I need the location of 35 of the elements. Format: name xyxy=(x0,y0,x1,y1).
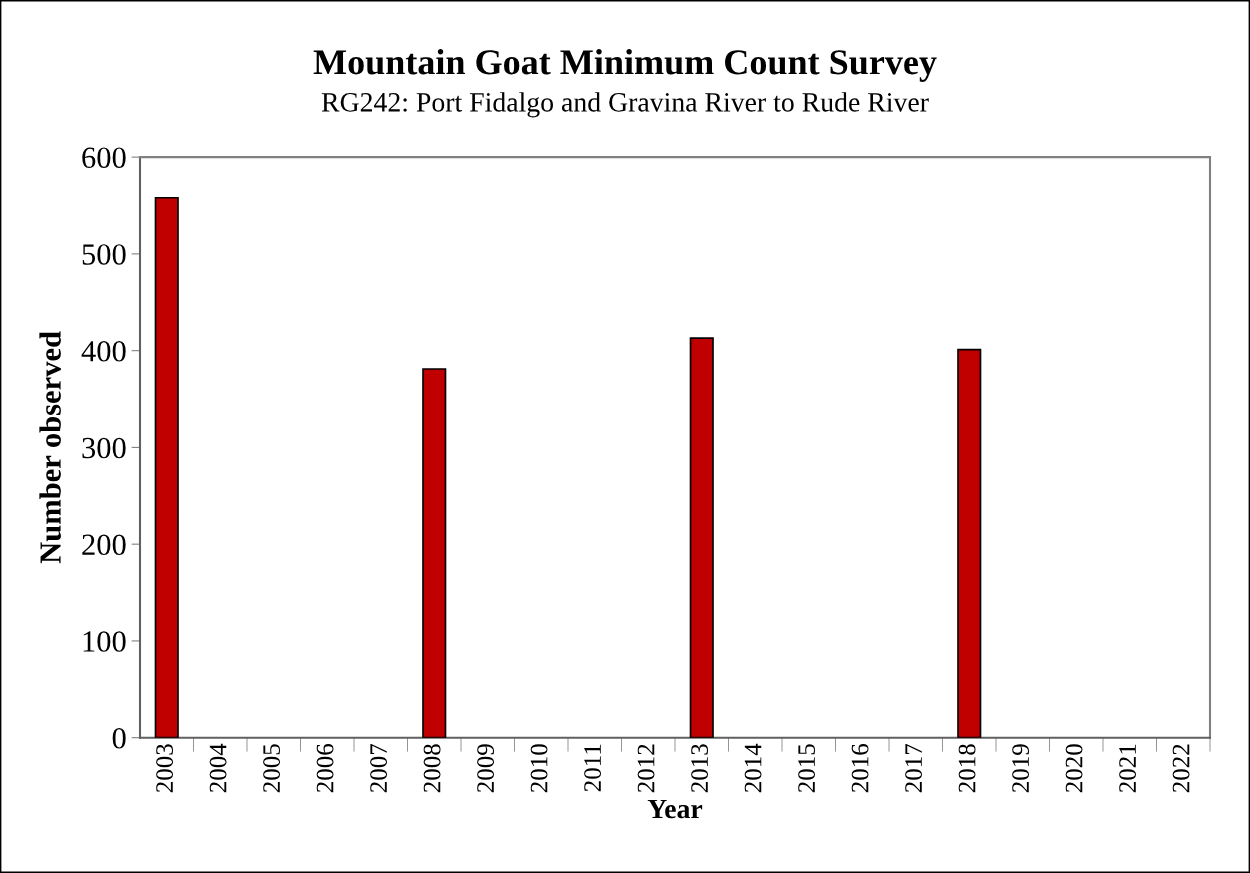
x-tick-label: 2005 xyxy=(263,744,281,793)
x-tick-label: 2017 xyxy=(905,743,923,793)
bar xyxy=(689,337,714,738)
x-tick-label: 2013 xyxy=(691,744,709,793)
x-tick-label: 2020 xyxy=(1065,744,1083,793)
x-tick-label: 2008 xyxy=(423,744,441,793)
y-tick-label: 400 xyxy=(81,340,126,362)
x-tick-label: 2021 xyxy=(1119,744,1137,793)
y-tick-label: 600 xyxy=(82,147,126,169)
y-tick-label: 200 xyxy=(82,534,126,556)
y-tick-label: 500 xyxy=(82,244,126,265)
chart-subtitle: RG242: Port Fidalgo and Gravina River to Rude River xyxy=(321,92,929,118)
y-axis-title: Number observed xyxy=(39,331,61,564)
x-tick-label: 2019 xyxy=(1012,744,1030,793)
x-tick-label: 2004 xyxy=(209,743,227,793)
x-tick-label: 2010 xyxy=(530,744,548,793)
x-tick-label: 2009 xyxy=(477,744,495,793)
x-tick-label: 2022 xyxy=(1172,744,1190,793)
x-tick-label: 2015 xyxy=(798,744,816,793)
bar xyxy=(422,368,447,738)
x-tick-label: 2018 xyxy=(958,744,976,793)
chart-title: Mountain Goat Minimum Count Survey xyxy=(313,49,937,82)
bar xyxy=(957,348,982,738)
y-tick-label: 0 xyxy=(112,727,126,749)
x-tick-label: 2003 xyxy=(156,744,174,793)
x-tick-label: 2014 xyxy=(744,743,762,793)
y-tick-label: 300 xyxy=(82,437,126,459)
x-axis-title: Year xyxy=(647,799,703,819)
x-tick-label: 2011 xyxy=(584,744,602,792)
x-tick-label: 2007 xyxy=(370,743,388,793)
y-tick-label: 100 xyxy=(83,631,126,652)
x-tick-label: 2016 xyxy=(851,743,869,793)
x-tick-label: 2006 xyxy=(316,743,334,793)
x-tick-label: 2012 xyxy=(637,744,655,793)
bar xyxy=(154,196,179,738)
